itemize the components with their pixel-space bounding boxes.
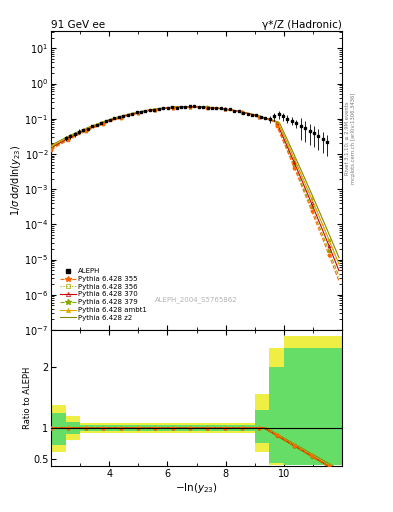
Text: ALEPH_2004_S5765862: ALEPH_2004_S5765862 xyxy=(155,296,238,304)
Text: Rivet 3.1.10; ≥ 2.9M events: Rivet 3.1.10; ≥ 2.9M events xyxy=(345,101,350,175)
Y-axis label: $1/\sigma\,\mathrm{d}\sigma/\mathrm{d}\ln(y_{23})$: $1/\sigma\,\mathrm{d}\sigma/\mathrm{d}\l… xyxy=(9,144,23,216)
Text: 91 GeV ee: 91 GeV ee xyxy=(51,20,105,30)
Legend: ALEPH, Pythia 6.428 355, Pythia 6.428 356, Pythia 6.428 370, Pythia 6.428 379, P: ALEPH, Pythia 6.428 355, Pythia 6.428 35… xyxy=(57,266,150,324)
Y-axis label: Ratio to ALEPH: Ratio to ALEPH xyxy=(22,367,31,429)
X-axis label: $-\ln(y_{23})$: $-\ln(y_{23})$ xyxy=(175,481,218,496)
Text: mcplots.cern.ch [arXiv:1306.3436]: mcplots.cern.ch [arXiv:1306.3436] xyxy=(351,93,356,184)
Text: γ*/Z (Hadronic): γ*/Z (Hadronic) xyxy=(262,20,342,30)
